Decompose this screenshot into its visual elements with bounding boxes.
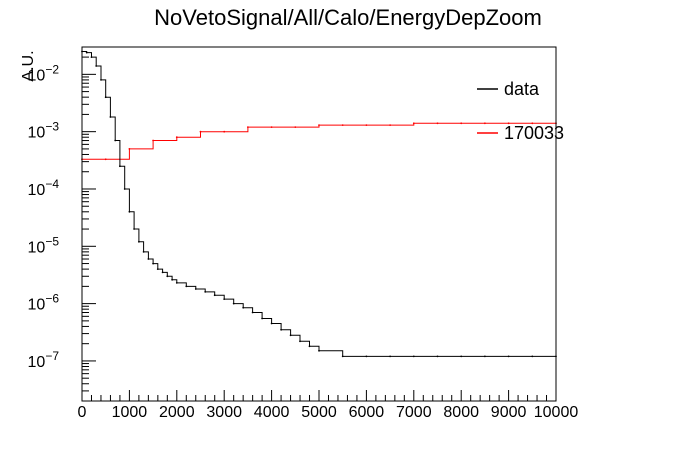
data-point [242, 306, 245, 309]
data-point [171, 278, 174, 281]
data-point [341, 124, 344, 126]
data-point [152, 262, 155, 265]
data-point [100, 79, 102, 81]
data-point [507, 122, 510, 125]
data-point [389, 124, 391, 126]
data-point [90, 56, 93, 58]
data-point [128, 210, 131, 213]
data-point [436, 122, 439, 125]
x-tick-label: 5000 [301, 404, 337, 421]
data-point [213, 294, 216, 297]
y-tick-label: 10−6 [28, 292, 60, 314]
data-point [299, 340, 301, 343]
data-point [223, 298, 226, 300]
data-point [161, 271, 164, 274]
data-point [199, 130, 202, 133]
data-point [294, 126, 297, 128]
data-point [138, 240, 140, 243]
x-tick-label: 1000 [112, 404, 148, 421]
data-point [389, 355, 391, 358]
data-point [261, 317, 263, 320]
data-point [109, 116, 112, 118]
data-point [204, 291, 207, 293]
data-point [119, 165, 121, 168]
data-point [436, 355, 439, 358]
data-point [128, 148, 131, 150]
legend: data 170033 [477, 79, 564, 143]
data-point [507, 355, 510, 358]
series-line-1 [82, 122, 556, 160]
x-tick-label: 0 [78, 404, 87, 421]
data-point [142, 251, 145, 253]
data-point [152, 139, 155, 142]
x-tick-label: 2000 [159, 404, 195, 421]
chart-title: NoVetoSignal/All/Calo/EnergyDepZoom [154, 5, 542, 30]
x-tick-label: 4000 [254, 404, 290, 421]
data-point [166, 275, 169, 278]
data-point [114, 139, 117, 142]
data-point [412, 355, 415, 358]
x-tick-label: 8000 [443, 404, 479, 421]
data-point [95, 65, 98, 67]
data-point [232, 302, 235, 305]
data-point [156, 268, 159, 270]
data-point [318, 349, 320, 352]
data-point [270, 126, 273, 128]
data-point [85, 51, 88, 54]
legend-label: data [504, 79, 540, 99]
data-point [175, 282, 178, 284]
data-point [308, 345, 311, 348]
data-point [484, 122, 486, 125]
data-point [133, 228, 136, 230]
y-tick-label: 10−7 [28, 349, 60, 371]
y-tick-label: 10−5 [28, 234, 60, 256]
legend-label: 170033 [504, 123, 564, 143]
data-point [289, 334, 292, 337]
data-point [123, 188, 126, 190]
data-point [531, 355, 534, 358]
data-point [175, 136, 178, 139]
data-point [104, 158, 107, 161]
y-tick-label: 10−2 [28, 62, 60, 84]
x-tick-label: 9000 [491, 404, 527, 421]
data-point [194, 288, 197, 290]
data-point [412, 122, 415, 125]
data-point [365, 355, 368, 358]
series-line-0 [82, 51, 556, 357]
data-point [147, 258, 150, 260]
data-point [270, 322, 273, 325]
data-point [318, 124, 320, 126]
data-point [460, 355, 463, 358]
data-point [251, 311, 254, 314]
data-point [280, 328, 282, 331]
data-point [365, 124, 368, 126]
data-point [531, 122, 534, 125]
data-point [460, 122, 463, 125]
x-tick-label: 3000 [206, 404, 242, 421]
y-tick-label: 10−4 [28, 177, 60, 199]
data-point [104, 96, 107, 99]
plot-area [81, 50, 557, 358]
y-axis-label: A.U. [20, 50, 37, 81]
x-tick-label: 10000 [534, 404, 579, 421]
x-tick-label: 7000 [396, 404, 432, 421]
data-point [185, 285, 188, 288]
y-tick-label: 10−3 [28, 120, 60, 142]
data-point [341, 355, 344, 358]
x-tick-label: 6000 [349, 404, 385, 421]
data-point [223, 130, 226, 133]
data-point [484, 355, 486, 358]
axes: 0 1000 2000 3000 4000 5000 6000 7000 8000 9000 100… [28, 46, 579, 421]
data-point [247, 126, 249, 128]
